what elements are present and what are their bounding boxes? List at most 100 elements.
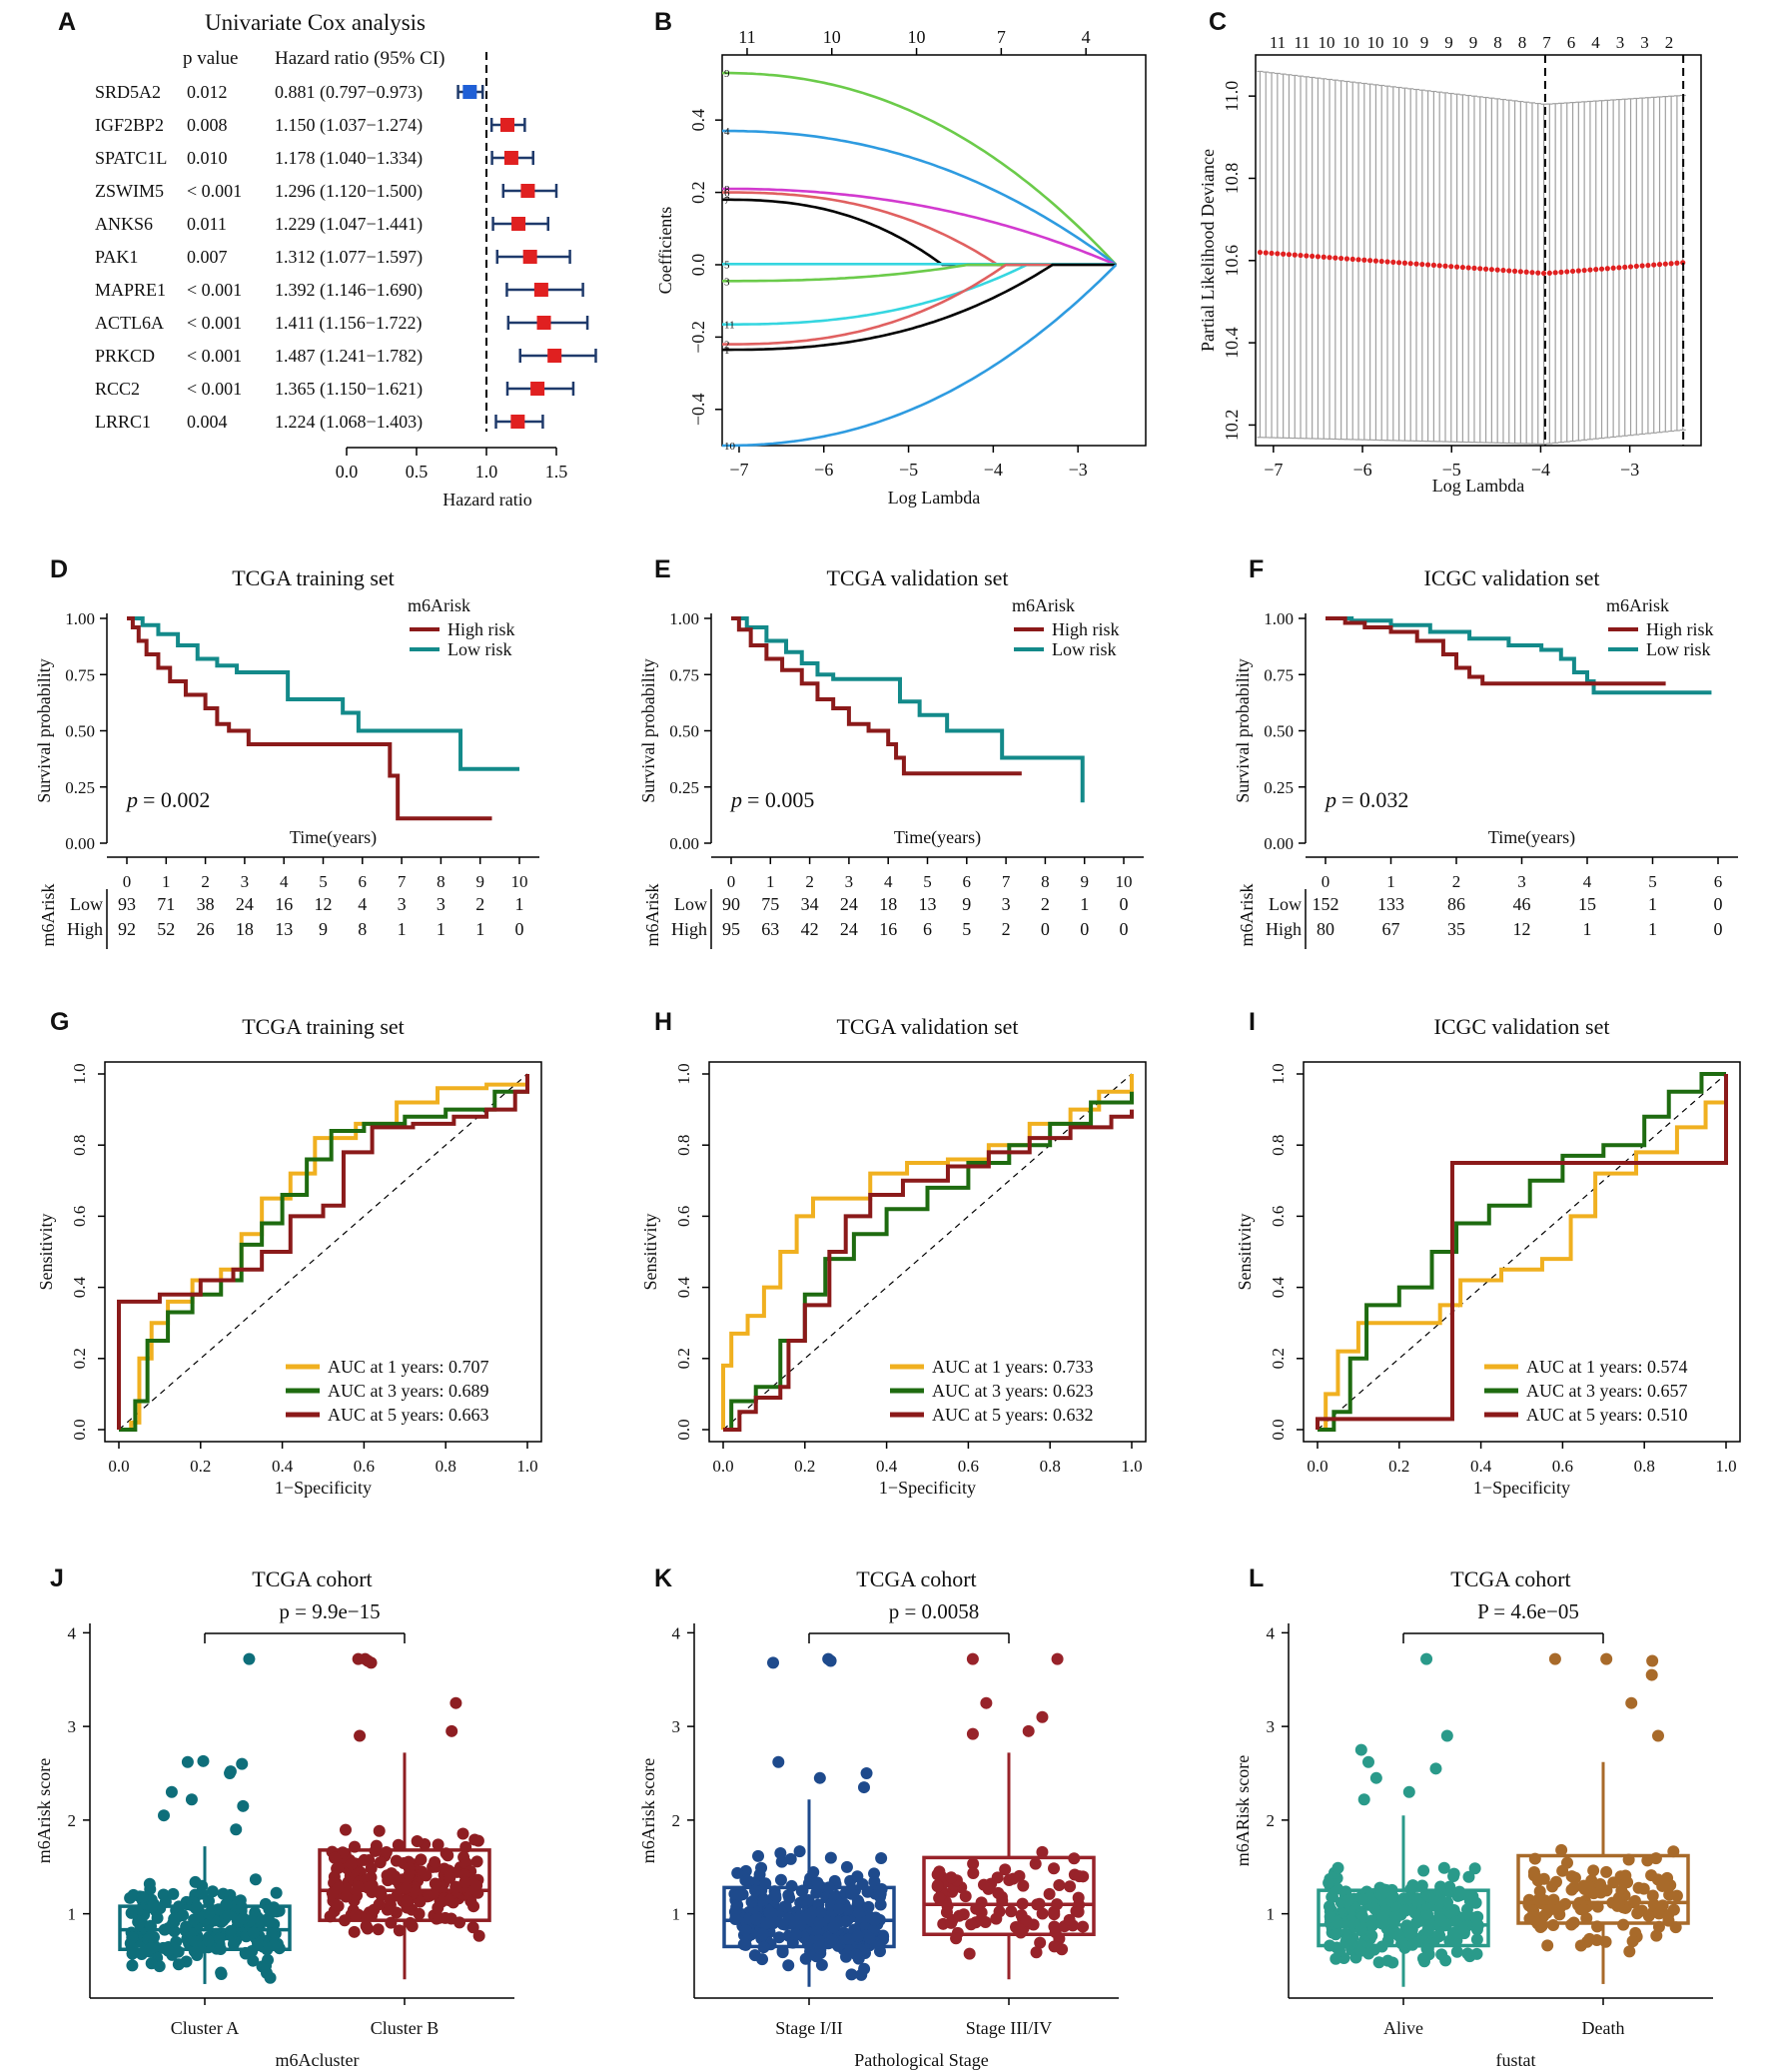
roc-curve-1-year bbox=[1318, 1074, 1728, 1432]
path-index-label: 8 bbox=[724, 184, 730, 196]
cv-mean-point bbox=[1540, 270, 1547, 277]
data-point bbox=[731, 1866, 744, 1879]
table-y-label: m6Arisk bbox=[642, 884, 662, 947]
x-tick-label: 9 bbox=[475, 872, 484, 891]
hazard-ratio-text: 1.296 (1.120−1.500) bbox=[275, 181, 423, 202]
coefficient-path bbox=[722, 129, 1118, 267]
count-low: 24 bbox=[236, 894, 254, 914]
data-point bbox=[1549, 1875, 1562, 1888]
hazard-ratio-text: 1.224 (1.068−1.403) bbox=[275, 412, 423, 433]
data-point bbox=[188, 1913, 201, 1926]
cv-mean-point bbox=[1321, 254, 1327, 260]
x-tick-label: 2 bbox=[1452, 872, 1461, 891]
gene-name: IGF2BP2 bbox=[95, 115, 164, 135]
data-point bbox=[191, 1948, 204, 1961]
panel-label: B bbox=[654, 8, 672, 36]
y-tick-label: 0.00 bbox=[669, 834, 699, 853]
count-high: 13 bbox=[275, 919, 293, 939]
auc-legend-entry: AUC at 1 years: 0.574 bbox=[1526, 1357, 1687, 1377]
p-value: < 0.001 bbox=[187, 346, 242, 366]
count-high: 12 bbox=[1513, 919, 1531, 939]
x-tick-label: 5 bbox=[923, 872, 932, 891]
y-tick-label: 10.4 bbox=[1222, 327, 1242, 359]
data-point bbox=[731, 1889, 744, 1902]
count-low: 3 bbox=[1002, 894, 1011, 914]
data-point bbox=[1607, 1876, 1620, 1889]
top-tick-label: 9 bbox=[1444, 33, 1453, 52]
data-point bbox=[1030, 1946, 1043, 1959]
hazard-ratio-text: 1.411 (1.156−1.722) bbox=[275, 313, 422, 334]
x-tick-label: 3 bbox=[241, 872, 250, 891]
gene-name: LRRC1 bbox=[95, 412, 151, 432]
y-tick-label: 0.8 bbox=[70, 1135, 89, 1156]
outlier-point bbox=[181, 1755, 194, 1768]
p-value: < 0.001 bbox=[187, 379, 242, 399]
cv-mean-point bbox=[1564, 269, 1570, 275]
coefficient-path bbox=[722, 71, 1118, 266]
data-point bbox=[340, 1890, 353, 1903]
count-high: 63 bbox=[761, 919, 779, 939]
cv-mean-point bbox=[1453, 264, 1460, 270]
count-high: 18 bbox=[236, 919, 254, 939]
outlier-point bbox=[352, 1652, 365, 1665]
x-tick-label: −4 bbox=[984, 460, 1003, 480]
data-point bbox=[1587, 1864, 1600, 1877]
data-point bbox=[748, 1949, 761, 1962]
plot-title: TCGA cohort bbox=[856, 1566, 976, 1591]
data-point bbox=[1053, 1878, 1066, 1891]
outlier-point bbox=[1354, 1743, 1367, 1756]
data-point bbox=[1444, 1905, 1457, 1918]
x-tick-label: 7 bbox=[398, 872, 407, 891]
data-point bbox=[1331, 1861, 1344, 1874]
x-tick-label: −6 bbox=[1352, 460, 1371, 480]
hazard-ratio-text: 1.392 (1.146−1.690) bbox=[275, 280, 423, 301]
data-point bbox=[1642, 1909, 1655, 1922]
y-tick-label: 1.0 bbox=[70, 1063, 89, 1084]
count-low: 9 bbox=[962, 894, 971, 914]
data-point bbox=[1403, 1927, 1416, 1940]
diagonal-reference bbox=[722, 1073, 1133, 1431]
data-point bbox=[366, 1879, 379, 1892]
outlier-point bbox=[1369, 1771, 1382, 1784]
x-tick-label: 6 bbox=[963, 872, 972, 891]
data-point bbox=[1600, 1865, 1613, 1878]
count-high: 9 bbox=[319, 919, 328, 939]
data-point bbox=[470, 1855, 483, 1868]
x-tick-label: −5 bbox=[899, 460, 918, 480]
x-tick-label: 1.5 bbox=[545, 462, 568, 482]
y-axis-label: Sensitivity bbox=[640, 1213, 660, 1290]
data-point bbox=[1470, 1933, 1483, 1946]
data-point bbox=[1029, 1857, 1042, 1870]
hazard-ratio-text: 1.150 (1.037−1.274) bbox=[275, 115, 423, 136]
outlier-point bbox=[1361, 1755, 1374, 1768]
column-header-pvalue: p value bbox=[183, 48, 238, 69]
data-point bbox=[145, 1957, 158, 1970]
data-point bbox=[413, 1907, 426, 1920]
x-axis-label: Log Lambda bbox=[1432, 476, 1524, 496]
x-axis-label: Hazard ratio bbox=[442, 490, 531, 510]
panel-label: E bbox=[654, 555, 671, 583]
gene-name: PRKCD bbox=[95, 346, 155, 366]
count-low: 2 bbox=[475, 894, 484, 914]
data-point bbox=[125, 1906, 138, 1919]
outlier-point bbox=[1036, 1710, 1049, 1723]
coefficient-path bbox=[722, 187, 1117, 267]
data-point bbox=[358, 1853, 371, 1866]
panel-label: G bbox=[50, 1008, 69, 1036]
data-point bbox=[1368, 1902, 1381, 1915]
cv-mean-point bbox=[1668, 261, 1674, 267]
cv-mean-point bbox=[1488, 267, 1494, 273]
panel-g-roc-training: G TCGA training set 0.0 0.0 0.2 0.2 0.4 0.4 0.6 0… bbox=[36, 1008, 542, 1498]
outlier-point bbox=[197, 1754, 210, 1767]
outlier-point bbox=[1625, 1696, 1638, 1709]
data-point bbox=[135, 1948, 148, 1961]
gene-name: RCC2 bbox=[95, 379, 140, 399]
data-point bbox=[1547, 1918, 1560, 1931]
data-point bbox=[414, 1895, 427, 1908]
hazard-ratio-text: 1.178 (1.040−1.334) bbox=[275, 148, 423, 169]
count-low: 18 bbox=[879, 894, 897, 914]
data-point bbox=[365, 1862, 378, 1875]
p-value: 0.010 bbox=[187, 148, 228, 168]
data-point bbox=[845, 1887, 858, 1900]
p-value-text: = 0.005 bbox=[747, 787, 814, 812]
